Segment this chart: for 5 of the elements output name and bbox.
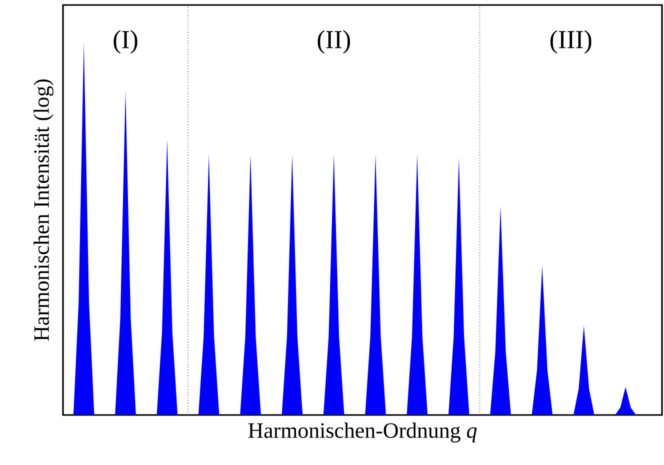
annotation: (II) bbox=[318, 30, 350, 54]
y-axis-title: Harmonischen Intensität (log) bbox=[34, 79, 54, 341]
annotation: (III) bbox=[550, 30, 592, 54]
annotation: (I) bbox=[114, 30, 138, 54]
x-axis-title: Harmonischen-Ordnung q bbox=[248, 422, 477, 442]
